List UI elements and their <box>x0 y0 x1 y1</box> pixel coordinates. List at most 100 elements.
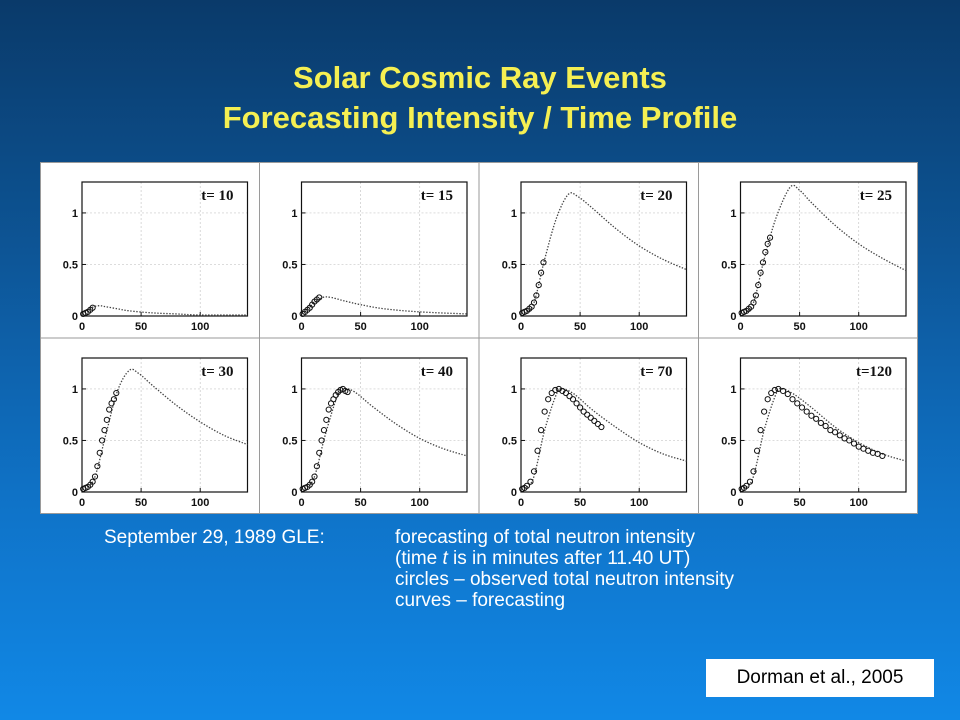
observed-point <box>530 299 538 306</box>
x-tick-label: 0 <box>518 497 524 509</box>
plot-frame <box>300 357 468 493</box>
panel-8: 0 50 100 0 0.5 1 t=120 <box>721 357 907 509</box>
caption-line-1: forecasting of total neutron intensity <box>395 527 695 548</box>
y-tick-label: 0.5 <box>63 259 78 271</box>
panel-6: 0 50 100 0 0.5 1 t= 40 <box>282 357 468 509</box>
observed-point <box>545 396 552 403</box>
forecast-curve <box>81 368 248 490</box>
panel-label: t= 15 <box>421 188 453 204</box>
observed-point <box>743 482 750 489</box>
observed-point <box>879 452 886 460</box>
caption-line-4: curves – forecasting <box>395 590 566 611</box>
observed-point <box>759 259 767 266</box>
x-tick-label: 50 <box>574 321 586 333</box>
y-tick-label: 0 <box>511 487 517 499</box>
observed-point <box>540 259 547 266</box>
observed-point <box>323 416 330 423</box>
observed-point <box>580 408 587 415</box>
observed-point <box>101 427 108 434</box>
observed-point <box>813 415 820 422</box>
observed-point <box>794 400 801 407</box>
observed-point <box>803 408 810 415</box>
observed-point <box>541 408 548 415</box>
observed-point <box>766 234 774 241</box>
x-tick-label: 50 <box>793 497 805 509</box>
x-tick-label: 100 <box>191 321 209 333</box>
observed-point <box>535 281 542 289</box>
figure-border <box>40 162 918 514</box>
caption-line-2-pre: (time <box>395 548 443 569</box>
forecast-curve <box>520 388 687 490</box>
observed-point <box>587 414 594 421</box>
observed-point <box>755 281 762 289</box>
y-tick-label: 0 <box>72 311 78 323</box>
observed-point <box>771 386 778 394</box>
panel-label: t= 25 <box>860 188 892 204</box>
observed-point <box>548 389 555 397</box>
observed-point <box>598 423 605 431</box>
title-line-1: Solar Cosmic Ray Events <box>293 60 667 95</box>
panel-1: 0 50 100 0 0.5 1 t= 10 <box>63 181 249 333</box>
x-tick-label: 50 <box>574 497 586 509</box>
y-tick-label: 0.5 <box>282 259 297 271</box>
observed-point <box>318 437 325 444</box>
observed-point <box>764 396 771 403</box>
observed-point <box>320 427 328 434</box>
observed-point <box>817 419 824 427</box>
forecast-curve <box>520 192 687 314</box>
y-tick-label: 0.5 <box>502 259 517 271</box>
observed-point <box>591 417 598 424</box>
observed-point <box>594 420 601 428</box>
observed-point <box>750 468 757 475</box>
x-tick-label: 50 <box>793 321 805 333</box>
observed-point <box>537 269 545 276</box>
panel-label: t=120 <box>856 364 892 380</box>
panel-4: 0 50 100 0 0.5 1 t= 25 <box>721 181 907 333</box>
forecast-curve <box>81 305 248 316</box>
plot-frame <box>520 181 688 317</box>
slide-title: Solar Cosmic Ray Events Forecasting Inte… <box>0 58 960 138</box>
forecast-curve <box>301 296 468 315</box>
x-tick-label: 100 <box>630 321 648 333</box>
x-tick-label: 100 <box>191 497 209 509</box>
observed-point <box>757 269 764 276</box>
panel-label: t= 40 <box>421 364 453 380</box>
y-tick-label: 0.5 <box>502 435 517 447</box>
panel-label: t= 30 <box>201 364 233 380</box>
observed-point <box>779 387 787 395</box>
observed-point <box>846 437 853 444</box>
x-tick-label: 100 <box>411 497 429 509</box>
observed-point <box>762 248 769 256</box>
caption-line-2: (time t is in minutes after 11.40 UT) <box>395 548 734 569</box>
observed-point <box>752 292 759 299</box>
y-tick-label: 1 <box>72 208 78 220</box>
panel-label: t= 20 <box>640 188 672 204</box>
x-tick-label: 50 <box>135 321 147 333</box>
x-tick-label: 0 <box>298 497 304 509</box>
y-tick-label: 0 <box>291 487 297 499</box>
observed-point <box>562 389 570 397</box>
observed-point <box>309 478 316 485</box>
observed-point <box>764 240 771 247</box>
x-tick-label: 100 <box>630 497 648 509</box>
observed-point <box>537 427 545 434</box>
observed-point <box>750 299 757 306</box>
observed-point <box>761 408 768 415</box>
x-tick-label: 100 <box>850 321 868 333</box>
x-tick-label: 100 <box>411 321 429 333</box>
panel-label: t= 10 <box>201 188 233 204</box>
caption-line-2-post: is in minutes after 11.40 UT) <box>447 548 691 569</box>
caption-line-3: circles – observed total neutron intensi… <box>395 569 735 590</box>
panel-5: 0 50 100 0 0.5 1 t= 30 <box>63 357 249 509</box>
observed-point <box>784 390 791 398</box>
observed-point <box>836 432 843 439</box>
observed-point <box>106 406 113 413</box>
observed-point <box>746 478 754 485</box>
observed-point <box>584 411 591 418</box>
observed-point <box>89 478 96 485</box>
plot-frame <box>81 181 249 317</box>
y-tick-label: 0.5 <box>721 259 736 271</box>
x-tick-label: 0 <box>737 497 743 509</box>
citation-box: Dorman et al., 2005 <box>706 659 934 697</box>
